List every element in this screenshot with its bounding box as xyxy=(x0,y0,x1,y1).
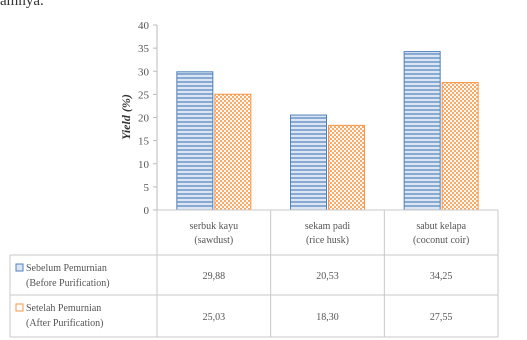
legend-label-en: (Before Purification) xyxy=(26,278,110,289)
category-label-en: (coconut coir) xyxy=(413,235,469,246)
y-tick-label: 30 xyxy=(138,66,150,78)
caption-fragment: amnya. xyxy=(0,0,44,9)
category-label: sekam padi xyxy=(305,221,350,232)
data-label: 20,53 xyxy=(316,271,339,282)
category-label: serbuk kayu xyxy=(190,221,239,232)
category-label: sabut kelapa xyxy=(416,221,466,232)
y-tick-label: 15 xyxy=(138,136,150,148)
bar-after-2 xyxy=(441,82,479,211)
bar-before-2 xyxy=(403,51,441,211)
legend-label-en: (After Purification) xyxy=(26,318,103,329)
y-tick-label: 5 xyxy=(144,182,150,194)
bar-before-0 xyxy=(176,71,214,211)
y-tick-label: 10 xyxy=(138,159,150,171)
data-label: 18,30 xyxy=(316,312,339,323)
legend-key-before xyxy=(15,263,24,272)
data-label: 34,25 xyxy=(430,271,453,282)
legend-label: Setelah Pemurnian xyxy=(26,303,101,314)
legend-key-after xyxy=(15,303,24,312)
bar-after-1 xyxy=(328,124,365,211)
legend-label: Sebelum Pemurnian xyxy=(26,263,107,274)
category-label-en: (rice husk) xyxy=(306,235,349,246)
y-tick-label: 35 xyxy=(138,43,150,55)
data-label: 29,88 xyxy=(203,271,226,282)
y-axis-label: Yield (%) xyxy=(119,94,133,140)
data-label: 27,55 xyxy=(430,312,453,323)
y-tick-label: 20 xyxy=(138,113,150,125)
bar-before-1 xyxy=(290,114,327,211)
y-tick-label: 40 xyxy=(138,20,150,32)
y-tick-label: 25 xyxy=(138,89,150,101)
bar-after-0 xyxy=(214,93,252,211)
category-label-en: (sawdust) xyxy=(194,235,233,246)
data-label: 25,03 xyxy=(203,312,226,323)
y-tick-label: 0 xyxy=(144,205,150,217)
